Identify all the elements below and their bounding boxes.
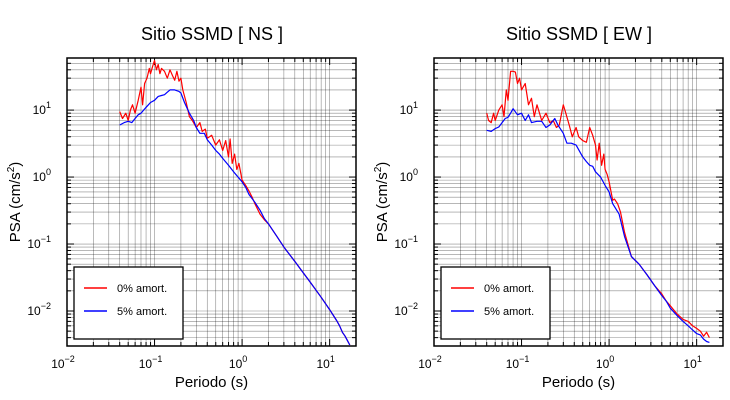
- y-tick-label: 101: [33, 100, 51, 117]
- y-tick-label: 10−2: [27, 301, 51, 318]
- x-tick-label: 10−2: [51, 354, 75, 371]
- series-line-5pct-damping: [486, 108, 710, 343]
- x-axis-label: Periodo (s): [542, 374, 615, 391]
- x-tick-label: 10−2: [418, 354, 442, 371]
- chart-title: Sitio SSMD [ NS ]: [141, 24, 283, 44]
- x-tick-label: 101: [683, 354, 701, 371]
- y-tick-label: 10−1: [27, 234, 51, 251]
- y-tick-label: 100: [33, 167, 51, 184]
- legend: 0% amort. 5% amort.: [440, 266, 551, 340]
- legend-label: 0% amort.: [117, 283, 167, 295]
- legend: 0% amort. 5% amort.: [73, 266, 184, 340]
- chart-panel-ew: Sitio SSMD [ EW ] 10−2 10−1 100 101 10−2 10−1 1…: [373, 24, 724, 391]
- legend-label: 5% amort.: [117, 306, 167, 318]
- series-line-5pct-damping: [119, 89, 351, 346]
- y-axis-label: PSA (cm/s2): [373, 162, 391, 243]
- x-tick-label: 10−1: [506, 354, 530, 371]
- y-axis-label: PSA (cm/s2): [6, 162, 24, 243]
- series-line-0pct-damping: [486, 70, 710, 338]
- series-group: [486, 70, 710, 343]
- chart-panel-ns: Sitio SSMD [ NS ] 10−2 10−1 100 101 10−2 10−1 1…: [6, 24, 357, 391]
- plot-frame: [433, 57, 724, 347]
- x-tick-label: 101: [316, 354, 334, 371]
- x-axis-label: Periodo (s): [175, 374, 248, 391]
- legend-label: 5% amort.: [484, 306, 534, 318]
- y-tick-label: 10−2: [394, 301, 418, 318]
- y-tick-label: 10−1: [394, 234, 418, 251]
- x-tick-label: 100: [229, 354, 247, 371]
- legend-box: [440, 266, 551, 340]
- legend-label: 0% amort.: [484, 283, 534, 295]
- y-tick-label: 101: [400, 100, 418, 117]
- chart-title: Sitio SSMD [ EW ]: [506, 24, 652, 44]
- y-tick-label: 100: [400, 167, 418, 184]
- plot-frame: [66, 57, 357, 347]
- series-group: [119, 59, 351, 346]
- x-tick-label: 10−1: [139, 354, 163, 371]
- x-tick-label: 100: [596, 354, 614, 371]
- legend-box: [73, 266, 184, 340]
